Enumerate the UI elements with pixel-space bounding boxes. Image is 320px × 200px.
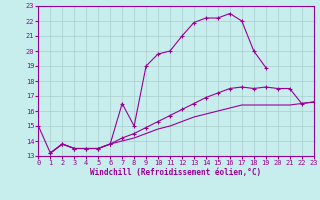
X-axis label: Windchill (Refroidissement éolien,°C): Windchill (Refroidissement éolien,°C)	[91, 168, 261, 177]
